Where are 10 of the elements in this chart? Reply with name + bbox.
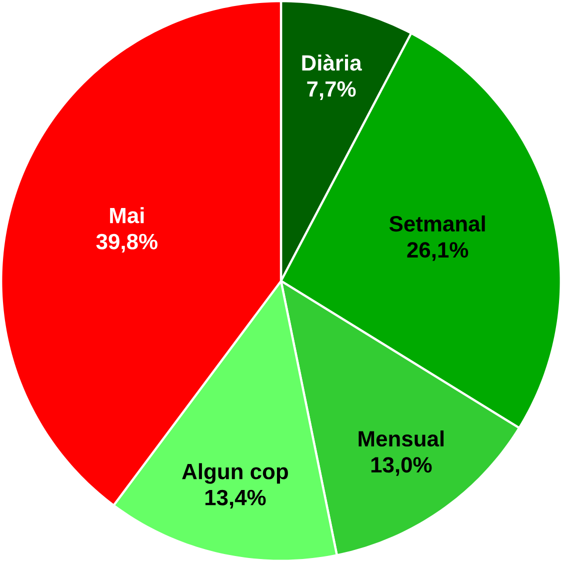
data-label: 26,1%: [407, 242, 468, 261]
slice-label: Mensual: [358, 430, 444, 447]
slice-label: Algun cop: [182, 463, 288, 484]
slice-label: Diària: [302, 54, 362, 71]
slice-label: Mai: [110, 207, 144, 224]
data-label: 13,0%: [371, 457, 432, 476]
data-label: 39,8%: [96, 234, 158, 253]
data-label: 13,4%: [205, 490, 266, 509]
slice-label: Setmanal: [389, 215, 485, 232]
data-label: 7,7%: [307, 81, 356, 100]
